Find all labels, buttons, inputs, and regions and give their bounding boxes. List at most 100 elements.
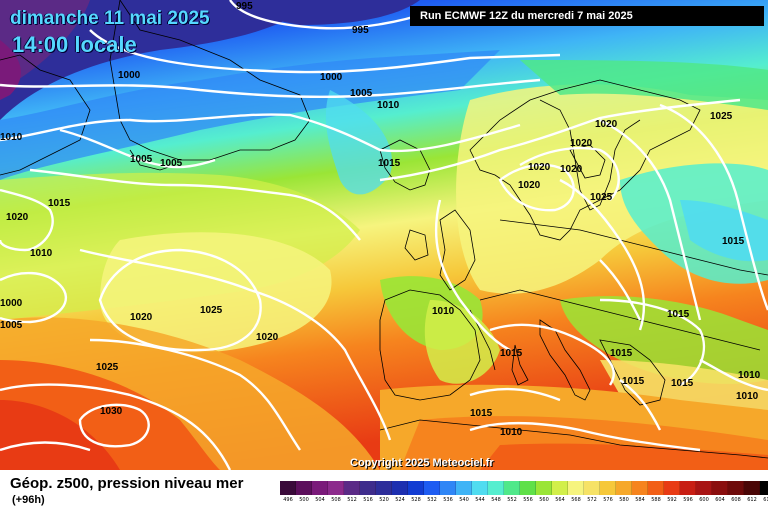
- isobar-label: 1025: [710, 111, 733, 122]
- isobar-label: 1020: [528, 162, 551, 173]
- legend-swatch: [376, 481, 392, 495]
- legend-item: 564: [552, 481, 568, 503]
- isobar-label: 1025: [96, 362, 119, 373]
- legend-item: 524: [392, 481, 408, 503]
- legend-swatch: [504, 481, 520, 495]
- isobar-label: 1010: [736, 391, 759, 402]
- isobar-label: 1015: [500, 348, 523, 359]
- forecast-horizon: (+96h): [12, 494, 45, 506]
- map-canvas: 995 995 1000 1000 1005 1010 1010 1005 10…: [0, 0, 768, 470]
- legend-swatch: [392, 481, 408, 495]
- legend-label: 520: [379, 497, 389, 503]
- legend-swatch: [360, 481, 376, 495]
- legend-label: 512: [347, 497, 357, 503]
- legend-item: 580: [616, 481, 632, 503]
- legend-swatch: [312, 481, 328, 495]
- legend-item: 568: [568, 481, 584, 503]
- legend-item: 576: [600, 481, 616, 503]
- isobar-label: 1015: [378, 158, 401, 169]
- geopotential-fields: [0, 0, 768, 470]
- legend-swatch: [552, 481, 568, 495]
- coastlines: [0, 0, 768, 459]
- isobar-label: 1025: [590, 192, 613, 203]
- legend-label: 568: [571, 497, 581, 503]
- legend-item: 540: [456, 481, 472, 503]
- isobar-label: 1020: [570, 138, 593, 149]
- isobar-label: 1015: [667, 309, 690, 320]
- legend-swatch: [280, 481, 296, 495]
- legend-item: 500: [296, 481, 312, 503]
- legend-swatch: [440, 481, 456, 495]
- isobar-label: 1015: [622, 376, 645, 387]
- legend-label: 556: [523, 497, 533, 503]
- legend-label: 524: [395, 497, 405, 503]
- legend-swatch: [760, 481, 768, 495]
- legend-swatch: [712, 481, 728, 495]
- legend-label: 608: [731, 497, 741, 503]
- legend-swatch: [520, 481, 536, 495]
- isobar-label: 1020: [518, 180, 541, 191]
- legend-item: 520: [376, 481, 392, 503]
- isobar-label: 1005: [130, 154, 153, 165]
- legend-label: 612: [747, 497, 757, 503]
- legend-item: 588: [648, 481, 664, 503]
- legend-label: 564: [555, 497, 565, 503]
- legend-item: 608: [728, 481, 744, 503]
- legend-label: 580: [619, 497, 629, 503]
- legend-item: 512: [344, 481, 360, 503]
- legend-swatch: [632, 481, 648, 495]
- isobar-label: 1010: [500, 427, 523, 438]
- isobar-label: 1000: [0, 298, 23, 309]
- legend-item: 596: [680, 481, 696, 503]
- isobar-label: 1020: [595, 119, 618, 130]
- legend-label: 540: [459, 497, 469, 503]
- copyright-notice: Copyright 2025 Meteociel.fr: [350, 457, 494, 469]
- forecast-time: 14:00 locale: [12, 32, 137, 57]
- legend-item: 508: [328, 481, 344, 503]
- legend-swatch: [680, 481, 696, 495]
- isobar-label: 1015: [671, 378, 694, 389]
- legend-swatch: [648, 481, 664, 495]
- isobar-label: 1010: [30, 248, 53, 259]
- legend-item: 496: [280, 481, 296, 503]
- legend-label: 548: [491, 497, 501, 503]
- legend-label: 496: [283, 497, 293, 503]
- legend-item: 532: [424, 481, 440, 503]
- isobar-label: 1015: [48, 198, 71, 209]
- isobar-label: 995: [352, 25, 369, 36]
- legend-label: 560: [539, 497, 549, 503]
- legend-label: 544: [475, 497, 485, 503]
- legend-label: 616: [763, 497, 768, 503]
- legend-swatch: [616, 481, 632, 495]
- isobar-label: 1020: [560, 164, 583, 175]
- legend-label: 500: [299, 497, 309, 503]
- legend-swatch: [696, 481, 712, 495]
- isobar-label: 1005: [0, 320, 23, 331]
- legend-label: 600: [699, 497, 709, 503]
- isobar-label: 1005: [350, 88, 373, 99]
- legend-label: 504: [315, 497, 325, 503]
- legend-item: 516: [360, 481, 376, 503]
- isobar-label: 1010: [738, 370, 761, 381]
- legend-swatch: [568, 481, 584, 495]
- legend-swatch: [728, 481, 744, 495]
- legend-label: 584: [635, 497, 645, 503]
- weather-map: 995 995 1000 1000 1005 1010 1010 1005 10…: [0, 0, 768, 470]
- legend-swatch: [408, 481, 424, 495]
- isobar-label: 1005: [160, 158, 183, 169]
- legend-label: 536: [443, 497, 453, 503]
- legend-item: 572: [584, 481, 600, 503]
- forecast-date: dimanche 11 mai 2025: [10, 8, 210, 29]
- color-legend: 496 500 504 508 512 516 520 524 528 532 536 540 544 5…: [280, 481, 768, 503]
- legend-item: 544: [472, 481, 488, 503]
- legend-item: 592: [664, 481, 680, 503]
- legend-swatch: [600, 481, 616, 495]
- legend-swatch: [296, 481, 312, 495]
- isobar-label: 1020: [130, 312, 153, 323]
- legend-label: 528: [411, 497, 421, 503]
- isobar-label: 995: [236, 1, 253, 12]
- legend-item: 584: [632, 481, 648, 503]
- legend-swatch: [424, 481, 440, 495]
- legend-swatch: [472, 481, 488, 495]
- legend-label: 508: [331, 497, 341, 503]
